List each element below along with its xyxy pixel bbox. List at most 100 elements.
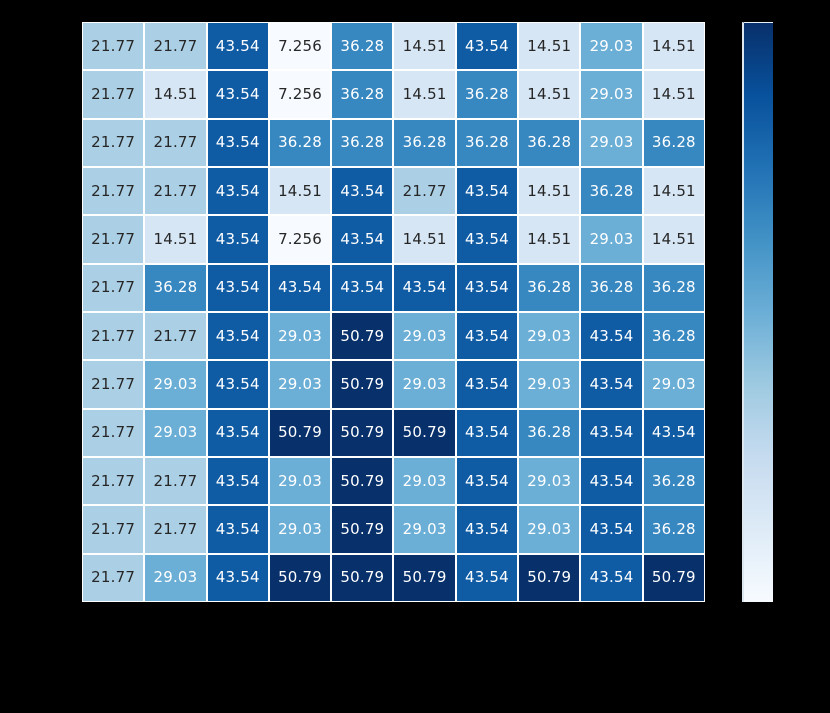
heatmap-cell: 36.28 — [332, 71, 393, 118]
heatmap-cell: 29.03 — [581, 71, 642, 118]
heatmap-cell: 43.54 — [456, 554, 518, 601]
heatmap-cell: 43.54 — [207, 71, 268, 118]
heatmap-cell: 36.28 — [269, 119, 331, 166]
heatmap-cell: 14.51 — [519, 216, 580, 263]
heatmap-cell: 36.28 — [643, 506, 704, 553]
heatmap-cell: 21.77 — [145, 457, 206, 505]
heatmap-cell: 21.77 — [83, 216, 144, 263]
heatmap-cell: 29.03 — [394, 312, 455, 360]
heatmap-cell: 43.54 — [456, 409, 518, 456]
heatmap-cell: 43.54 — [207, 23, 268, 70]
heatmap-cell: 43.54 — [581, 312, 642, 360]
heatmap-cell: 36.28 — [456, 119, 518, 166]
heatmap-cell: 21.77 — [83, 361, 144, 408]
heatmap-cell: 14.51 — [145, 71, 206, 118]
heatmap-cell: 50.79 — [332, 554, 393, 601]
heatmap-cell: 7.256 — [269, 71, 331, 118]
heatmap-cell: 36.28 — [332, 119, 393, 166]
heatmap-cell: 21.77 — [145, 23, 206, 70]
heatmap-cell: 29.03 — [519, 361, 580, 408]
heatmap-cell: 29.03 — [519, 312, 580, 360]
heatmap-cell: 29.03 — [519, 506, 580, 553]
heatmap-cell: 50.79 — [519, 554, 580, 601]
heatmap-cell: 50.79 — [394, 409, 455, 456]
heatmap-cell: 43.54 — [207, 167, 268, 215]
heatmap-cell: 43.54 — [207, 506, 268, 553]
heatmap-cell: 29.03 — [145, 361, 206, 408]
heatmap-cell: 14.51 — [643, 167, 704, 215]
heatmap-cell: 43.54 — [207, 216, 268, 263]
heatmap-cell: 36.28 — [145, 264, 206, 311]
colorbar — [742, 22, 773, 602]
heatmap-cell: 43.54 — [456, 167, 518, 215]
heatmap-cell: 7.256 — [269, 23, 331, 70]
heatmap-cell: 43.54 — [456, 506, 518, 553]
heatmap-cell: 50.79 — [394, 554, 455, 601]
heatmap-cell: 43.54 — [456, 312, 518, 360]
heatmap-cell: 43.54 — [207, 409, 268, 456]
heatmap-cell: 29.03 — [269, 506, 331, 553]
heatmap-cell: 14.51 — [643, 71, 704, 118]
heatmap-cell: 43.54 — [207, 361, 268, 408]
heatmap-cell: 21.77 — [145, 167, 206, 215]
heatmap-cell: 36.28 — [456, 71, 518, 118]
heatmap-grid: 21.77 21.77 43.54 7.256 36.28 14.51 43.54 14.51… — [82, 22, 705, 602]
heatmap-cell: 21.77 — [83, 506, 144, 553]
heatmap-cell: 43.54 — [332, 167, 393, 215]
heatmap-cell: 43.54 — [269, 264, 331, 311]
heatmap-cell: 14.51 — [394, 23, 455, 70]
heatmap-cell: 29.03 — [581, 216, 642, 263]
heatmap-cell: 21.77 — [83, 167, 144, 215]
heatmap-cell: 29.03 — [581, 119, 642, 166]
heatmap-cell: 36.28 — [519, 409, 580, 456]
heatmap-cell: 14.51 — [269, 167, 331, 215]
heatmap-cell: 43.54 — [581, 457, 642, 505]
heatmap-cell: 7.256 — [269, 216, 331, 263]
heatmap-cell: 21.77 — [83, 23, 144, 70]
heatmap-cell: 43.54 — [207, 264, 268, 311]
heatmap-cell: 21.77 — [145, 312, 206, 360]
heatmap-cell: 43.54 — [456, 216, 518, 263]
heatmap-cell: 36.28 — [519, 264, 580, 311]
heatmap-cell: 36.28 — [643, 457, 704, 505]
heatmap-cell: 21.77 — [83, 457, 144, 505]
heatmap-cell: 50.79 — [332, 361, 393, 408]
heatmap-cell: 21.77 — [83, 409, 144, 456]
heatmap-cell: 43.54 — [207, 554, 268, 601]
heatmap-cell: 43.54 — [207, 457, 268, 505]
heatmap-cell: 43.54 — [581, 554, 642, 601]
heatmap-cell: 14.51 — [643, 216, 704, 263]
heatmap-cell: 43.54 — [643, 409, 704, 456]
heatmap-cell: 14.51 — [145, 216, 206, 263]
heatmap-cell: 21.77 — [145, 119, 206, 166]
heatmap-cell: 36.28 — [581, 264, 642, 311]
heatmap-cell: 50.79 — [332, 312, 393, 360]
heatmap-cell: 29.03 — [519, 457, 580, 505]
heatmap-cell: 43.54 — [456, 361, 518, 408]
heatmap-cell: 21.77 — [394, 167, 455, 215]
heatmap-cell: 43.54 — [456, 264, 518, 311]
heatmap-cell: 43.54 — [456, 23, 518, 70]
heatmap-cell: 29.03 — [269, 457, 331, 505]
heatmap-cell: 43.54 — [332, 216, 393, 263]
heatmap-cell: 29.03 — [581, 23, 642, 70]
heatmap-cell: 36.28 — [643, 264, 704, 311]
heatmap-cell: 29.03 — [145, 554, 206, 601]
heatmap-cell: 21.77 — [145, 506, 206, 553]
heatmap-cell: 21.77 — [83, 264, 144, 311]
heatmap-cell: 43.54 — [581, 361, 642, 408]
heatmap-cell: 50.79 — [332, 457, 393, 505]
heatmap-cell: 29.03 — [394, 506, 455, 553]
heatmap-cell: 43.54 — [581, 506, 642, 553]
heatmap-cell: 21.77 — [83, 119, 144, 166]
heatmap-cell: 50.79 — [332, 506, 393, 553]
heatmap-cell: 14.51 — [394, 216, 455, 263]
heatmap-cell: 29.03 — [394, 457, 455, 505]
heatmap-cell: 36.28 — [394, 119, 455, 166]
heatmap-cell: 14.51 — [643, 23, 704, 70]
heatmap-cell: 29.03 — [145, 409, 206, 456]
heatmap-cell: 43.54 — [207, 312, 268, 360]
heatmap-cell: 14.51 — [519, 23, 580, 70]
heatmap-cell: 36.28 — [643, 312, 704, 360]
